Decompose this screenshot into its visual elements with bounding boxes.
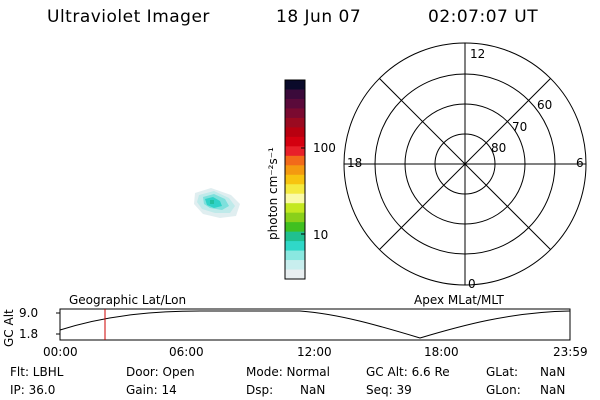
status-ip: IP: 36.0 (10, 383, 56, 397)
colorbar-band (285, 203, 305, 214)
xtick-0600: 06:00 (169, 345, 204, 359)
colorbar-band (285, 231, 305, 242)
colorbar-band (285, 155, 305, 166)
colorbar-band (285, 80, 305, 91)
xtick-2359: 23:59 (553, 345, 588, 359)
colorbar-band (285, 108, 305, 119)
colorbar-tick-100: 100 (313, 141, 336, 155)
colorbar (284, 79, 306, 280)
colorbar-band (285, 222, 305, 233)
auroral-emission-blob (194, 188, 240, 218)
timeline-plot (56, 308, 571, 341)
status-glat-label: GLat: (486, 365, 519, 379)
status-glon-value: NaN (540, 383, 566, 397)
ytick-1-8: 1.8 (19, 327, 39, 341)
colorbar-band (285, 174, 305, 185)
colorbar-axis (301, 147, 305, 235)
status-dsp-value: NaN (300, 383, 326, 397)
timeline-right-label: Apex MLat/MLT (414, 293, 504, 307)
status-glat-value: NaN (540, 365, 566, 379)
timeline-frame (59, 308, 571, 341)
status-gain: Gain: 14 (126, 383, 177, 397)
colorbar-band (285, 146, 305, 157)
lat-label-70: 70 (512, 120, 528, 134)
mlt-label-12: 12 (470, 47, 486, 61)
colorbar-band (285, 117, 305, 128)
colorbar-band (285, 89, 305, 100)
timeline-y-axis-label: GC Alt (2, 309, 16, 347)
lat-label-60: 60 (537, 98, 553, 112)
status-dsp-label: Dsp: (246, 383, 274, 397)
colorbar-frame (284, 79, 306, 280)
status-glon-label: GLon: (486, 383, 521, 397)
colorbar-band (285, 250, 305, 261)
colorbar-band (285, 127, 305, 138)
timeline-left-label: Geographic Lat/Lon (69, 293, 187, 307)
mlt-label-18: 18 (347, 156, 363, 170)
colorbar-band (285, 269, 305, 280)
colorbar-band (285, 260, 305, 271)
altitude-trace (59, 310, 571, 339)
colorbar-band (285, 136, 305, 147)
observation-date: 18 Jun 07 (276, 7, 362, 27)
ytick-9: 9.0 (19, 306, 39, 320)
colorbar-unit-label: photon cm⁻²s⁻¹ (266, 147, 280, 240)
polar-diagonal-2 (379, 78, 551, 250)
colorbar-band (285, 184, 305, 195)
colorbar-band (285, 212, 305, 223)
colorbar-band (285, 193, 305, 204)
polar-plot (343, 42, 587, 286)
status-door: Door: Open (126, 365, 195, 379)
status-filter: Flt: LBHL (10, 365, 64, 379)
colorbar-band (285, 241, 305, 252)
lat-label-80: 80 (491, 141, 507, 155)
colorbar-band (285, 98, 305, 110)
mlt-label-6: 6 (576, 156, 584, 170)
xtick-0000: 00:00 (43, 345, 78, 359)
xtick-1800: 18:00 (424, 345, 459, 359)
colorbar-tick-10: 10 (313, 228, 329, 242)
status-gc-alt: GC Alt: 6.6 Re (366, 365, 450, 379)
observation-time: 02:07:07 UT (428, 7, 539, 27)
colorbar-band (285, 165, 305, 176)
status-seq: Seq: 39 (366, 383, 412, 397)
mlt-label-0: 0 (468, 277, 476, 291)
status-mode: Mode: Normal (246, 365, 330, 379)
xtick-1200: 12:00 (297, 345, 332, 359)
instrument-title: Ultraviolet Imager (47, 7, 210, 27)
